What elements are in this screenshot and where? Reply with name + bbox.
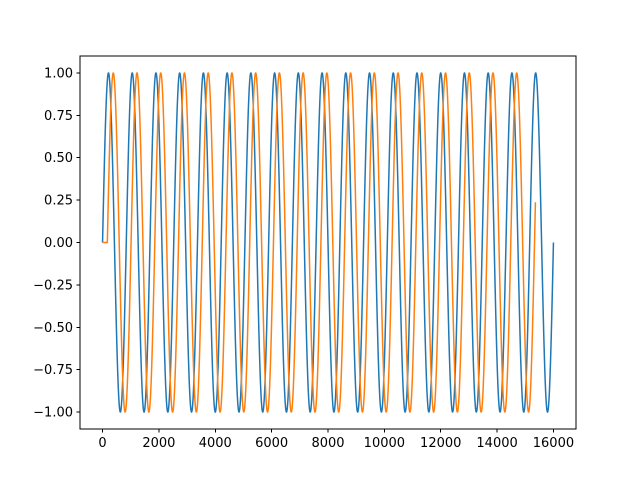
y-axis-tick-label: 1.00 — [44, 66, 73, 81]
y-axis-tick-label: 0.00 — [44, 236, 73, 251]
x-axis-tick-label: 4000 — [199, 436, 232, 451]
x-axis-tick-label: 6000 — [255, 436, 288, 451]
y-axis-tick-label: −1.00 — [33, 406, 73, 421]
y-axis-tick-label: −0.25 — [33, 278, 73, 293]
y-axis-tick-label: 0.75 — [44, 109, 73, 124]
x-axis-tick-label: 8000 — [311, 436, 344, 451]
series-1-line — [101, 72, 555, 413]
x-axis-tick-label: 12000 — [420, 436, 461, 451]
x-axis-tick-label: 16000 — [533, 436, 574, 451]
y-axis-tick-label: 0.50 — [44, 151, 73, 166]
x-axis-tick-label: 14000 — [476, 436, 517, 451]
y-axis-tick-label: −0.75 — [33, 363, 73, 378]
y-axis-tick-label: −0.50 — [33, 321, 73, 336]
x-axis-tick-label: 10000 — [364, 436, 405, 451]
x-axis-tick-label: 2000 — [142, 436, 175, 451]
series-2-line — [101, 72, 537, 413]
x-axis-tick-label: 0 — [98, 436, 106, 451]
y-axis-tick-label: 0.25 — [44, 194, 73, 209]
